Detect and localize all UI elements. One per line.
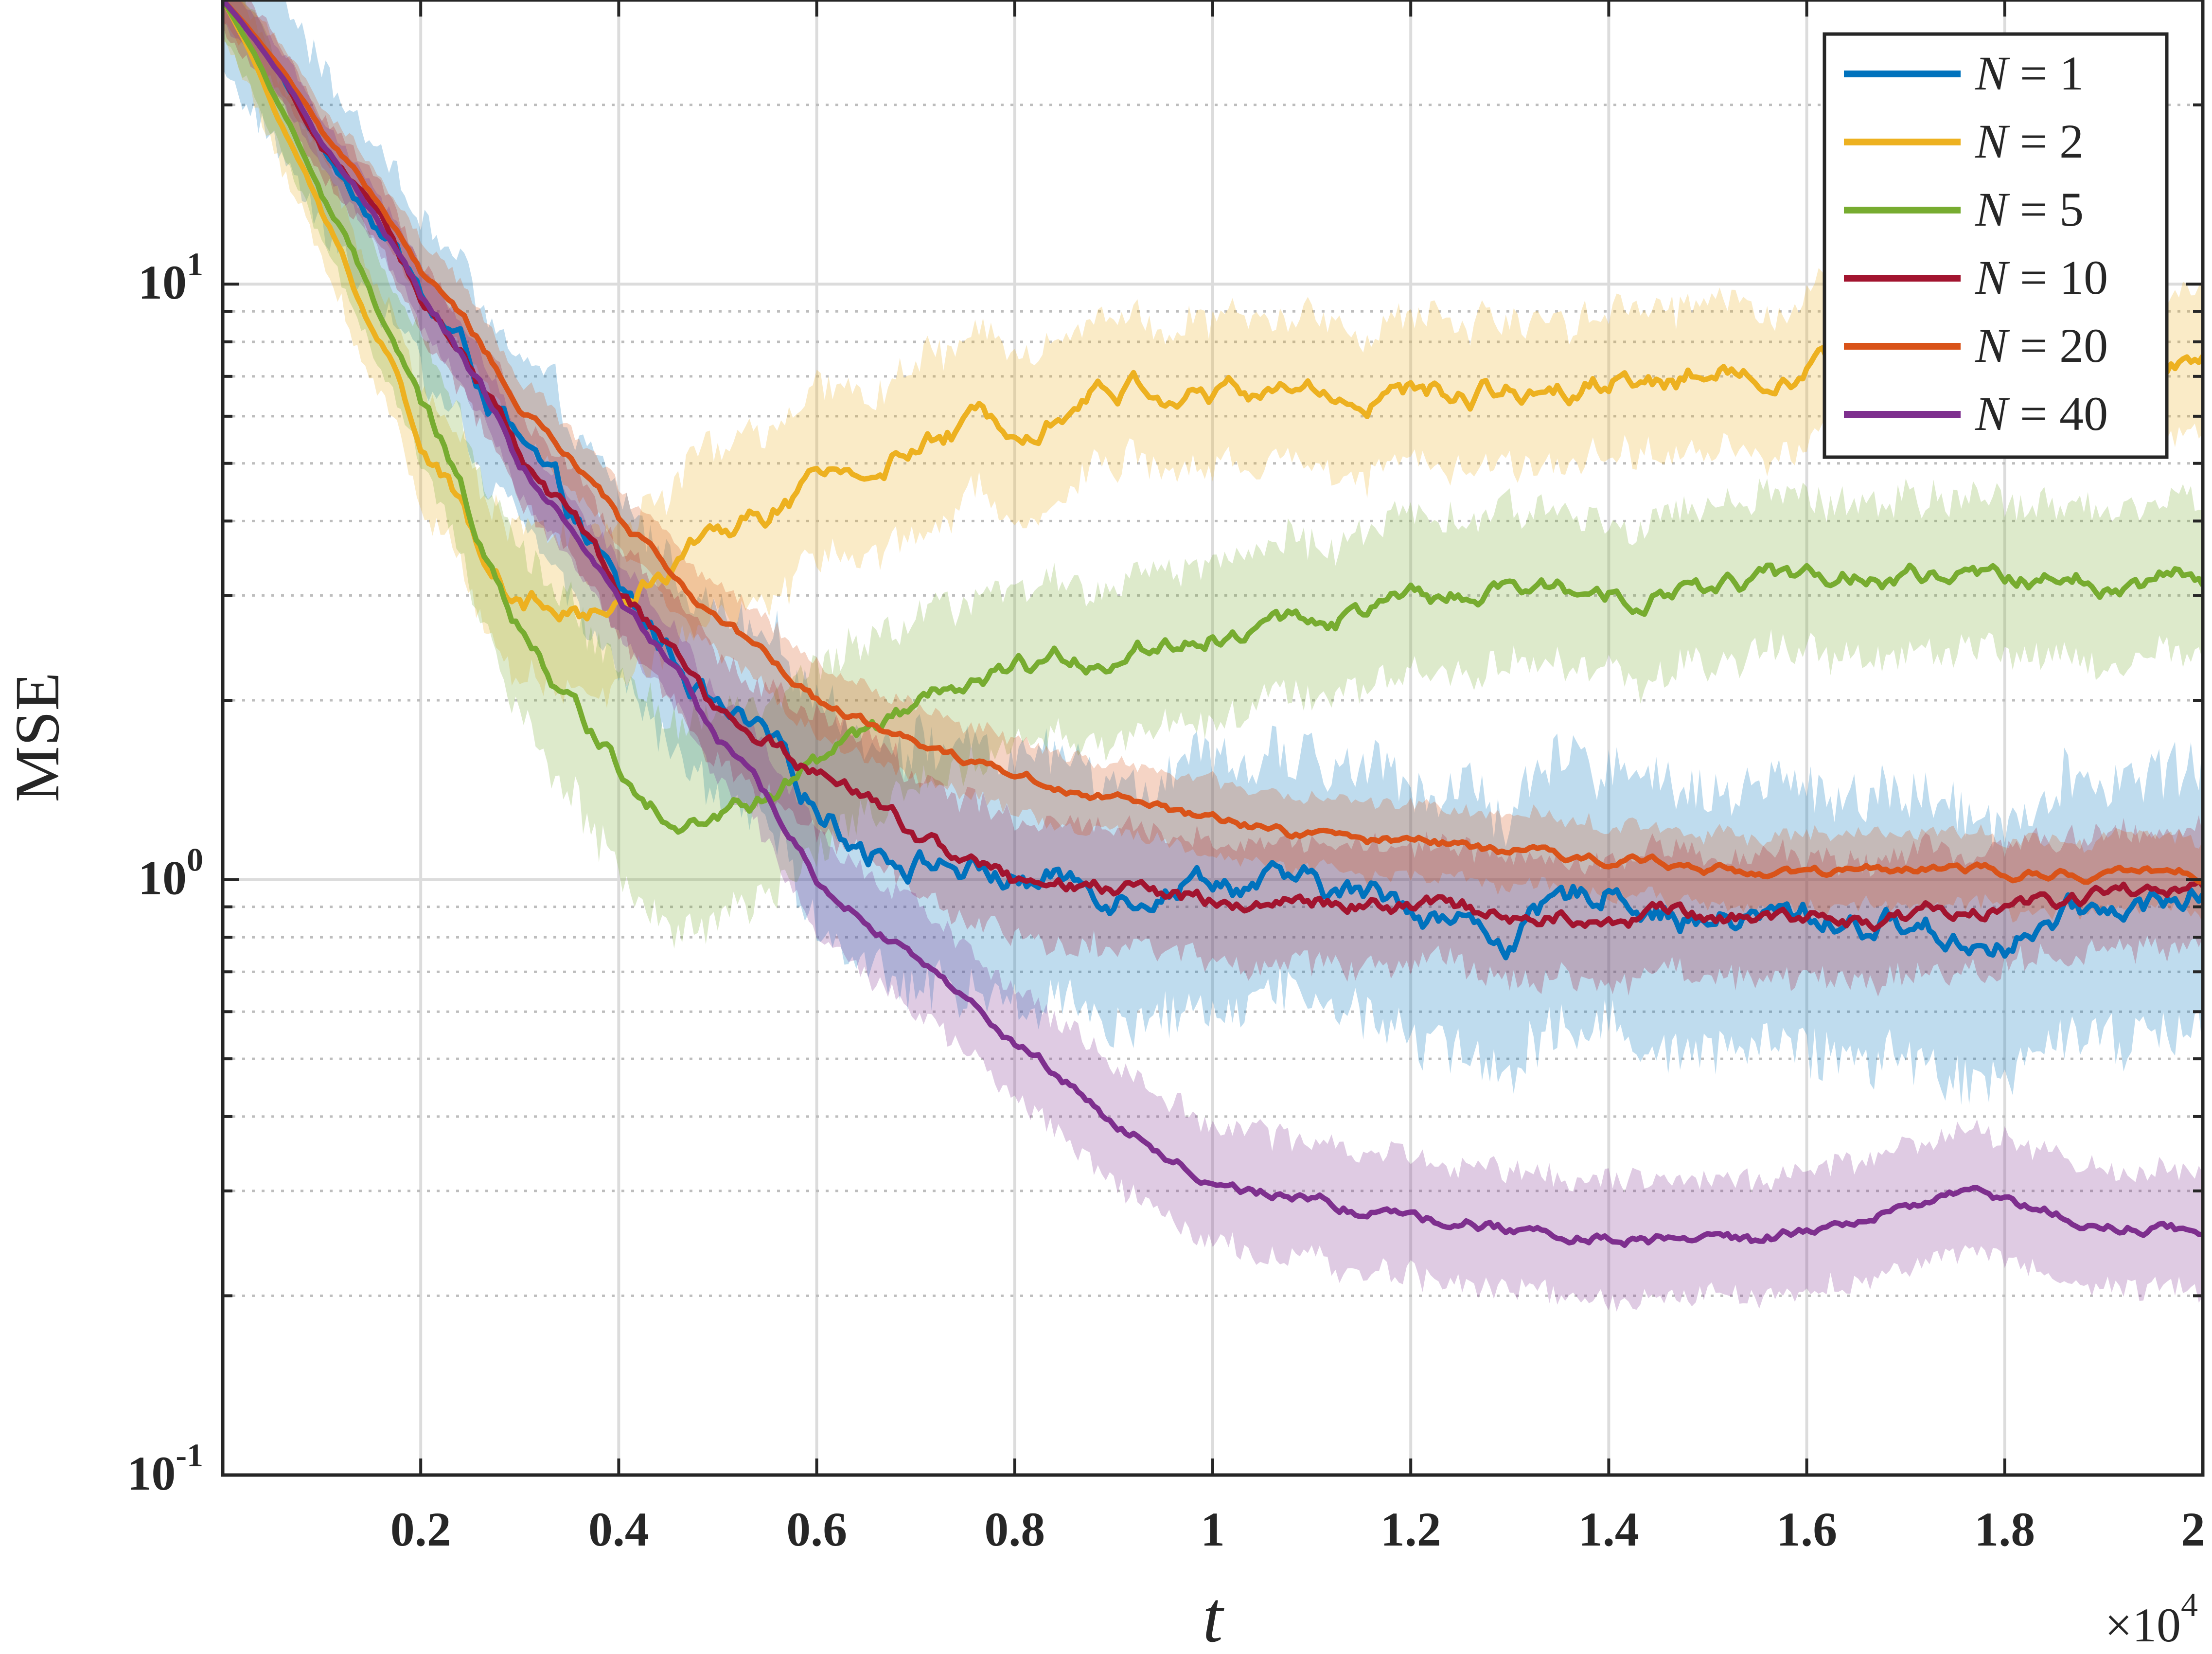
legend-label-n-1: N = 1 (1975, 46, 2084, 100)
legend-value: 20 (2059, 319, 2108, 373)
x-multiplier-base: ×10 (2105, 1598, 2181, 1652)
legend-var: N (1975, 319, 2010, 373)
legend-items: N = 1N = 2N = 5N = 10N = 20N = 40 (1844, 46, 2108, 441)
y-axis-label: MSE (2, 672, 72, 802)
band-n-40 (223, 0, 2203, 1312)
x-tick-label: 2 (2181, 1502, 2205, 1556)
legend-box (1823, 32, 2169, 459)
legend-label-n-2: N = 2 (1975, 114, 2084, 168)
legend-value: 5 (2059, 182, 2084, 236)
legend-eq: = (2008, 319, 2059, 373)
legend-label-n-5: N = 5 (1975, 182, 2084, 236)
legend-label-n-20: N = 20 (1975, 319, 2108, 373)
legend: N = 1N = 2N = 5N = 10N = 20N = 40 (1823, 32, 2169, 459)
x-axis-ticks: 0.2 0.4 0.6 0.8 1 1.2 1.4 1.6 1.8 2 (390, 0, 2205, 1556)
legend-eq: = (2008, 114, 2059, 168)
y-tick-label: 10-1 (127, 1437, 203, 1500)
x-tick-label: 1.6 (1776, 1502, 1837, 1556)
x-tick-label: 1.4 (1578, 1502, 1639, 1556)
legend-var: N (1975, 46, 2010, 100)
band-n-10 (223, 0, 2203, 997)
legend-value: 2 (2059, 114, 2084, 168)
legend-eq: = (2008, 387, 2059, 441)
band-n-5 (223, 0, 2203, 949)
legend-label-n-10: N = 10 (1975, 250, 2108, 304)
legend-value: 10 (2059, 250, 2108, 304)
y-tick-label: 100 (138, 841, 203, 905)
x-axis-multiplier: ×104 (2105, 1586, 2198, 1652)
legend-eq: = (2008, 46, 2059, 100)
x-tick-label: 1.2 (1380, 1502, 1441, 1556)
legend-var: N (1975, 182, 2010, 236)
band-n-1 (223, 0, 2203, 1105)
x-axis-label: t (1203, 1577, 1224, 1654)
y-tick-exponent: 0 (187, 841, 203, 878)
series-line-n-40 (223, 0, 2203, 1248)
legend-value: 1 (2059, 46, 2084, 100)
x-tick-label: 0.2 (390, 1502, 451, 1556)
y-tick-base: 10 (138, 255, 187, 309)
legend-var: N (1975, 250, 2010, 304)
series-line-n-5 (223, 0, 2203, 835)
y-tick-exponent: -1 (176, 1437, 203, 1474)
x-tick-label: 1 (1201, 1502, 1225, 1556)
x-tick-label: 0.4 (588, 1502, 649, 1556)
series-line-n-10 (223, 0, 2203, 932)
legend-value: 40 (2059, 387, 2108, 441)
legend-eq: = (2008, 250, 2059, 304)
series-line-n-1 (223, 0, 2203, 960)
y-tick-base: 10 (138, 851, 187, 905)
y-tick-base: 10 (127, 1446, 176, 1500)
legend-var: N (1975, 387, 2010, 441)
x-tick-label: 0.8 (984, 1502, 1045, 1556)
series-line-n-20 (223, 0, 2203, 885)
legend-var: N (1975, 114, 2010, 168)
x-tick-label: 1.8 (1974, 1502, 2035, 1556)
x-multiplier-exponent: 4 (2181, 1586, 2198, 1624)
legend-label-n-40: N = 40 (1975, 387, 2108, 441)
y-tick-label: 101 (138, 246, 203, 309)
y-tick-exponent: 1 (187, 246, 203, 283)
x-tick-label: 0.6 (786, 1502, 847, 1556)
legend-eq: = (2008, 182, 2059, 236)
